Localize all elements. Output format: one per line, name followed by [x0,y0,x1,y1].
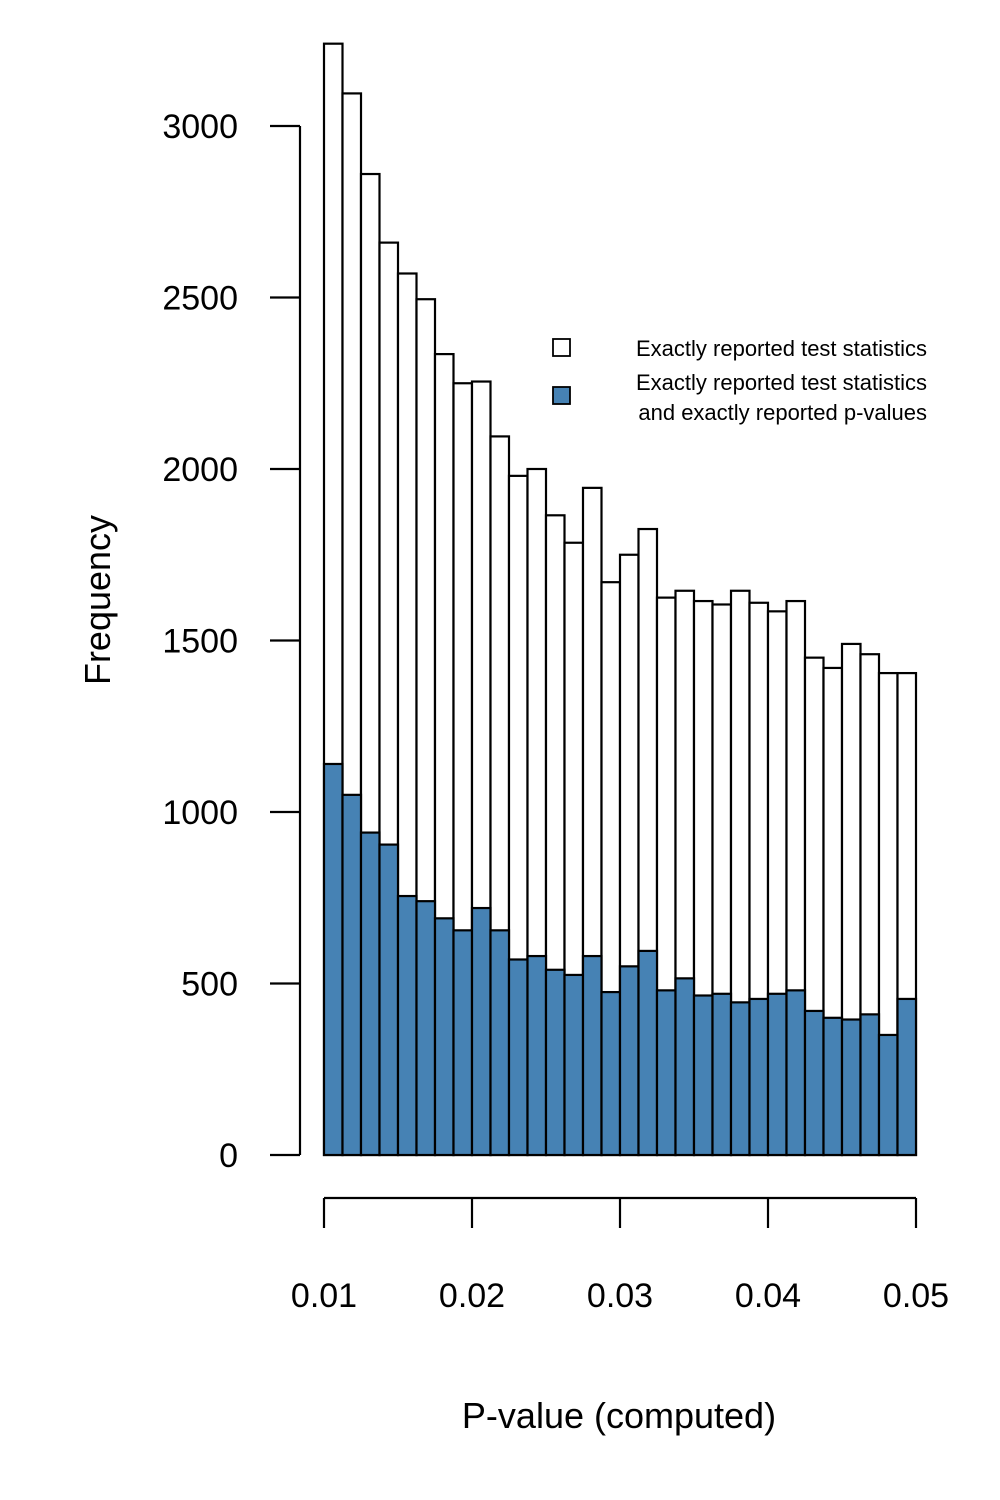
x-tick-label: 0.04 [735,1277,801,1315]
bar-exact-test-statistics-and-p-values [896,997,918,1157]
bar-exact-test-statistics-and-p-values [859,1013,881,1157]
bars-exact-test-statistics-and-p-values [322,762,918,1157]
y-tick-label: 1500 [162,623,238,661]
y-tick-label: 2000 [162,451,238,489]
legend: Exactly reported test statistics Exactly… [552,336,927,425]
bar-exact-test-statistics-and-p-values [655,989,677,1157]
legend-label-exact-test-statistics-and-p-values-line-2: and exactly reported p-values [638,400,927,425]
x-tick-label: 0.03 [587,1277,653,1315]
bar-exact-test-statistics-and-p-values [637,949,659,1157]
x-tick-label: 0.01 [291,1277,357,1315]
y-tick-label: 1000 [162,794,238,832]
bar-exact-test-statistics-and-p-values [600,990,622,1157]
legend-swatch-exact-test-statistics-and-p-values [552,386,571,405]
y-tick-label: 0 [219,1137,238,1175]
bar-exact-test-statistics-and-p-values [711,992,733,1157]
bar-exact-test-statistics-and-p-values [840,1018,862,1157]
bar-exact-test-statistics-and-p-values [526,954,548,1157]
bar-exact-test-statistics-and-p-values [470,906,492,1157]
bar-exact-test-statistics-and-p-values [729,1001,751,1157]
bar-exact-test-statistics-and-p-values [692,994,714,1157]
x-tick-label: 0.05 [883,1277,949,1315]
bar-exact-test-statistics-and-p-values [396,894,418,1157]
bar-exact-test-statistics-and-p-values [877,1033,899,1157]
bar-exact-test-statistics-and-p-values [544,968,566,1157]
bar-exact-test-statistics-and-p-values [452,929,474,1157]
legend-label-exact-test-statistics: Exactly reported test statistics [636,336,927,361]
legend-swatch-exact-test-statistics [552,338,571,357]
bar-exact-test-statistics-and-p-values [489,929,511,1157]
bar-exact-test-statistics-and-p-values [803,1009,825,1157]
bar-exact-test-statistics-and-p-values [766,992,788,1157]
bar-exact-test-statistics-and-p-values [359,831,381,1157]
bar-exact-test-statistics-and-p-values [822,1016,844,1157]
bar-exact-test-statistics-and-p-values [674,977,696,1157]
y-axis: 0 500 1000 1500 2000 2500 3000 [162,108,302,1175]
bar-exact-test-statistics-and-p-values [322,762,344,1157]
bar-exact-test-statistics-and-p-values [433,917,455,1157]
bar-exact-test-statistics-and-p-values [378,843,400,1157]
x-axis: 0.01 0.02 0.03 0.04 0.05 [291,1196,949,1315]
bar-exact-test-statistics-and-p-values [748,997,770,1157]
bar-exact-test-statistics-and-p-values [581,954,603,1157]
bar-exact-test-statistics-and-p-values [563,973,585,1157]
bar-exact-test-statistics-and-p-values [785,989,807,1157]
x-axis-title: P-value (computed) [462,1395,776,1436]
bar-exact-test-statistics-and-p-values [618,965,640,1157]
bar-exact-test-statistics-and-p-values [415,900,437,1157]
y-axis-title: Frequency [77,515,118,685]
y-tick-label: 500 [181,966,238,1004]
legend-label-exact-test-statistics-and-p-values-line-1: Exactly reported test statistics [636,370,927,395]
y-tick-label: 2500 [162,280,238,318]
bar-exact-test-statistics-and-p-values [507,958,529,1157]
x-tick-label: 0.02 [439,1277,505,1315]
y-tick-label: 3000 [162,108,238,146]
bar-exact-test-statistics-and-p-values [341,793,363,1157]
